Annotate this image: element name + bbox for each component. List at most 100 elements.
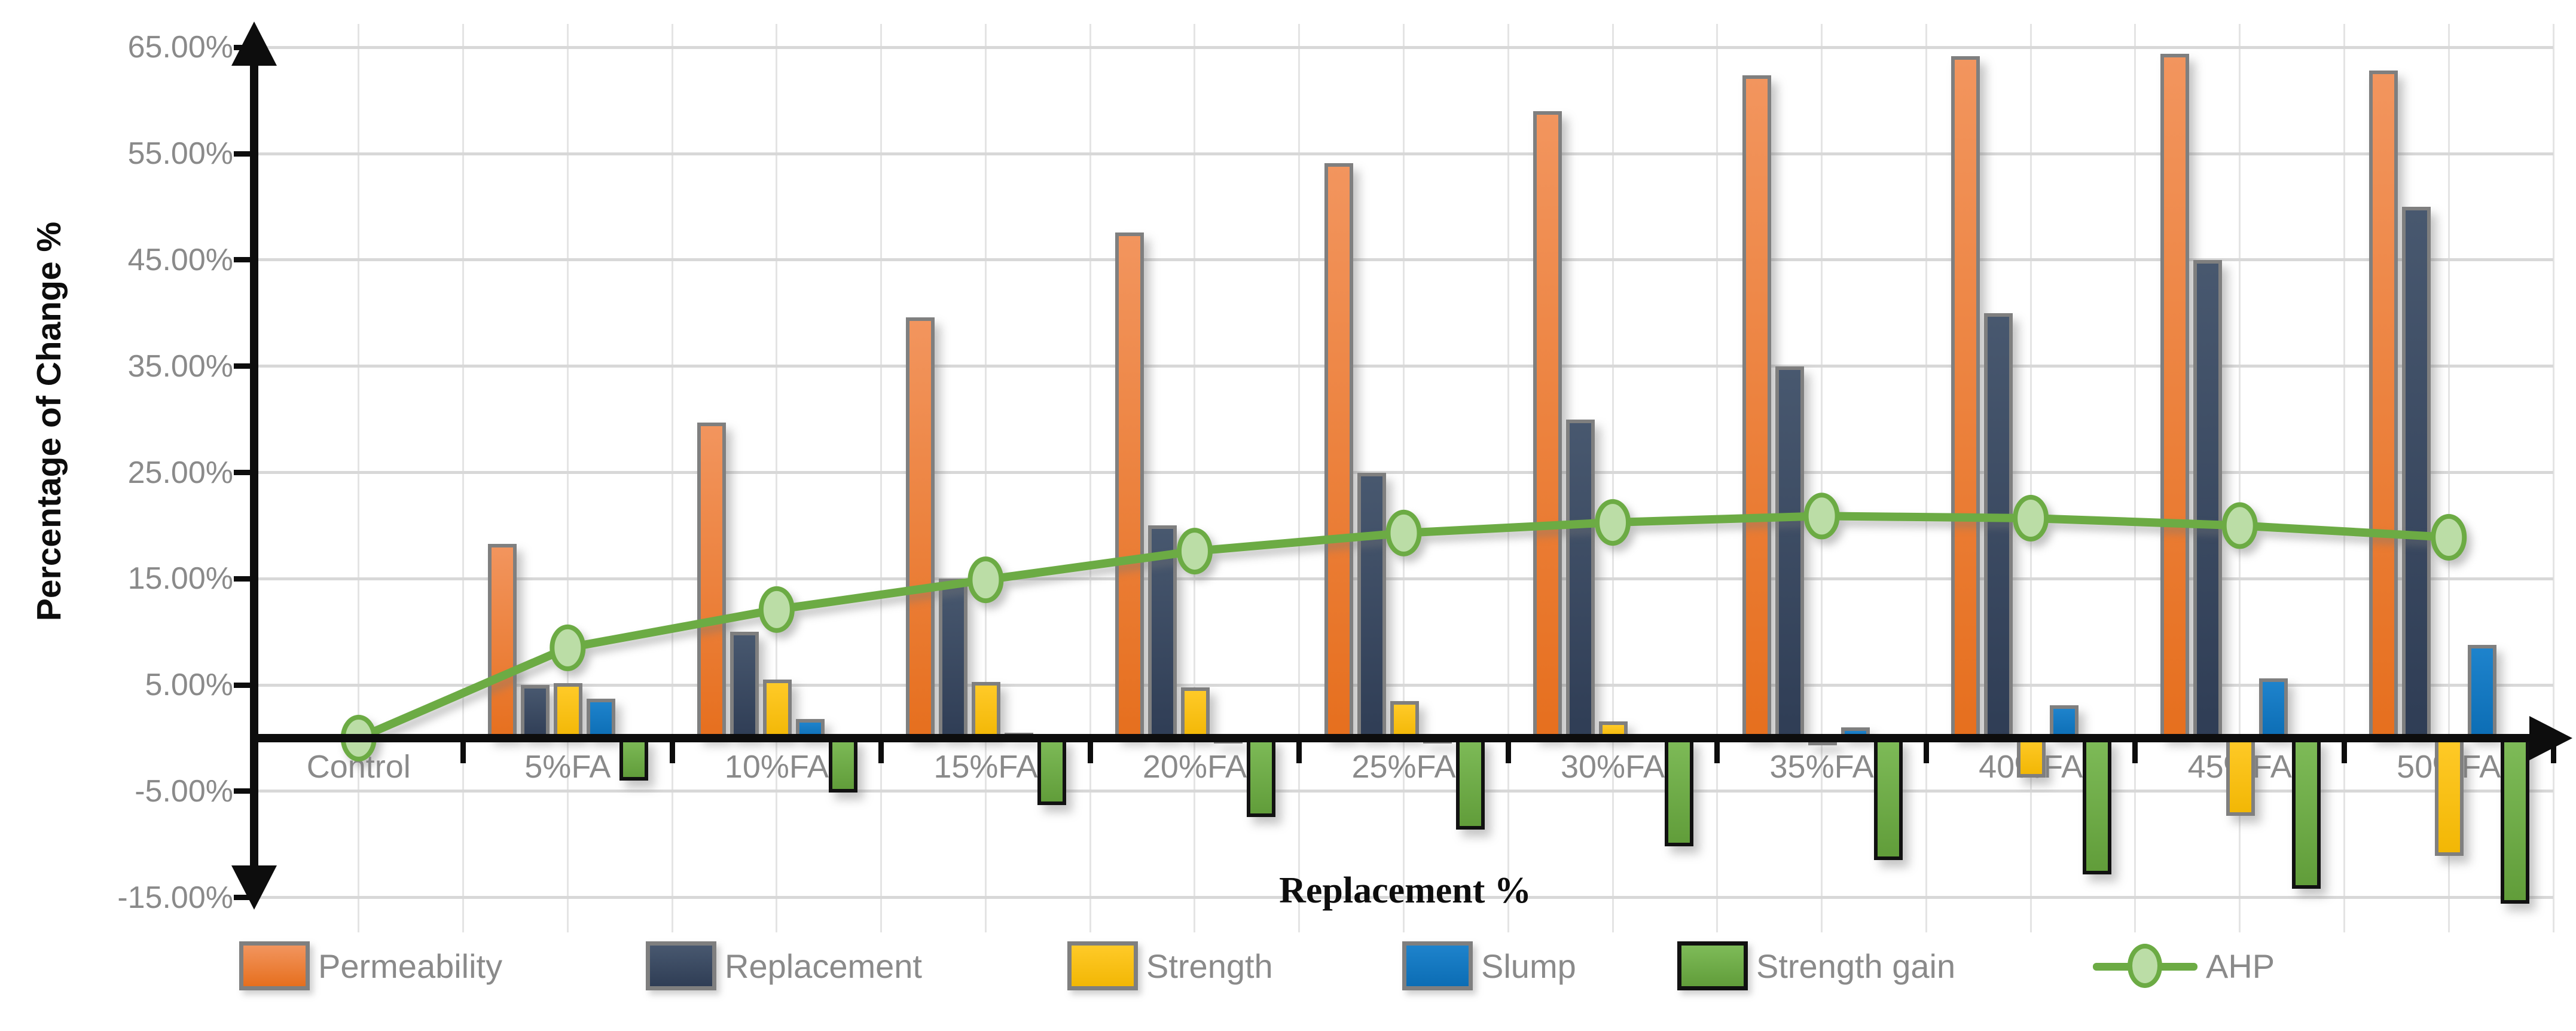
legend-label: AHP [2206,947,2275,985]
gridline-vertical [1089,24,1091,932]
gridline-vertical [984,24,987,932]
bar-slump-40%FA [2050,705,2079,738]
gridline-vertical [671,24,673,932]
x-axis-line [254,734,2532,742]
y-axis-tick [234,363,253,369]
x-axis-tick [1923,738,1929,763]
bar-replacement-25%FA [1357,472,1386,738]
x-tick-label: 15%FA [933,749,1038,785]
y-tick-label: 45.00% [127,242,233,277]
bar-slump-45%FA [2258,678,2288,738]
gridline-vertical [1925,24,1927,932]
legend-item-strength: Strength [1067,937,1273,995]
bar-replacement-15%FA [939,579,968,738]
gridline-horizontal [254,896,2553,900]
x-axis-tick [1296,738,1302,763]
bar-permeability-5%FA [488,543,517,738]
x-axis-tick [2341,738,2347,763]
replacement-swatch [646,941,716,990]
x-axis-tick [2132,738,2138,763]
y-axis-tick [234,257,253,263]
gridline-vertical [1716,24,1719,932]
gridline-horizontal [254,258,2553,262]
bar-replacement-45%FA [2193,259,2222,738]
bar-replacement-5%FA [521,685,550,738]
x-axis-tick [669,738,675,763]
y-axis-tick [234,470,253,475]
bar-strength-20%FA [1180,687,1210,738]
x-axis-tick [878,738,884,763]
x-axis-tick [1505,738,1511,763]
bar-replacement-40%FA [1984,313,2013,738]
x-tick-label: 10%FA [724,749,829,785]
ahp-line-marker-icon [2093,941,2197,990]
bar-permeability-30%FA [1533,111,1562,738]
bar-slump-5%FA [587,699,616,738]
y-axis-line [250,57,258,873]
y-axis-tick [234,682,253,688]
bar-strength-gain-30%FA [1665,738,1694,847]
bar-strength-45%FA [2226,738,2255,816]
x-axis-title: Replacement % [1279,870,1531,911]
gridline-vertical [1403,24,1405,932]
bar-strength-gain-10%FA [828,738,857,793]
y-tick-label: -5.00% [135,773,233,809]
gridline-vertical [2343,24,2345,932]
bar-strength-50%FA [2435,738,2464,856]
gridline-horizontal [254,45,2553,49]
x-tick-label: 30%FA [1560,749,1665,785]
bar-strength-5%FA [554,683,583,738]
y-tick-label: 35.00% [127,348,233,384]
x-axis-tick [1087,738,1093,763]
strength-gain-swatch [1677,941,1748,990]
gridline-vertical [358,24,360,932]
bar-strength-gain-45%FA [2291,738,2321,889]
gridline-vertical [1507,24,1509,932]
legend-label: Strength [1146,947,1273,985]
y-tick-label: -15.00% [117,880,233,915]
gridline-horizontal [254,152,2553,155]
bar-strength-gain-25%FA [1455,738,1485,830]
x-tick-label: 5%FA [524,749,611,785]
x-tick-label: 20%FA [1142,749,1247,785]
gridline-vertical [2029,24,2032,932]
bar-permeability-45%FA [2160,53,2189,738]
gridline-vertical [2134,24,2137,932]
bar-permeability-15%FA [906,317,935,738]
x-axis-tick [1714,738,1720,763]
strength-swatch [1067,941,1138,990]
gridline-vertical [462,24,465,932]
legend-label: Strength gain [1756,947,1956,985]
bar-strength-25%FA [1390,700,1419,738]
legend-label: Permeability [318,947,503,985]
bar-replacement-10%FA [730,632,759,738]
gridline-horizontal [254,790,2553,793]
bar-replacement-30%FA [1566,419,1595,738]
x-axis-arrow-right [2529,716,2572,760]
gridline-vertical [566,24,569,932]
bar-strength-gain-35%FA [1873,738,1903,861]
bar-permeability-25%FA [1324,163,1353,738]
bar-strength-40%FA [2017,738,2046,778]
gridline-vertical [1821,24,1823,932]
bar-strength-gain-20%FA [1246,738,1275,817]
gridline-vertical [2447,24,2450,932]
gridline-horizontal [254,471,2553,474]
bar-strength-gain-15%FA [1037,738,1067,805]
bar-replacement-35%FA [1775,366,1804,738]
permeability-swatch [239,941,310,990]
legend-item-replacement: Replacement [646,937,922,995]
slump-swatch [1402,941,1473,990]
y-axis-tick [234,576,253,582]
legend-label: Replacement [725,947,922,985]
bar-slump-50%FA [2468,644,2497,738]
bar-permeability-10%FA [697,422,726,738]
legend-item-strength-gain: Strength gain [1677,937,1955,995]
gridline-vertical [1194,24,1196,932]
bar-permeability-20%FA [1115,232,1144,738]
gridline-vertical [776,24,778,932]
gridline-horizontal [254,365,2553,368]
legend-item-permeability: Permeability [239,937,502,995]
legend-item-ahp: AHP [2093,937,2275,995]
